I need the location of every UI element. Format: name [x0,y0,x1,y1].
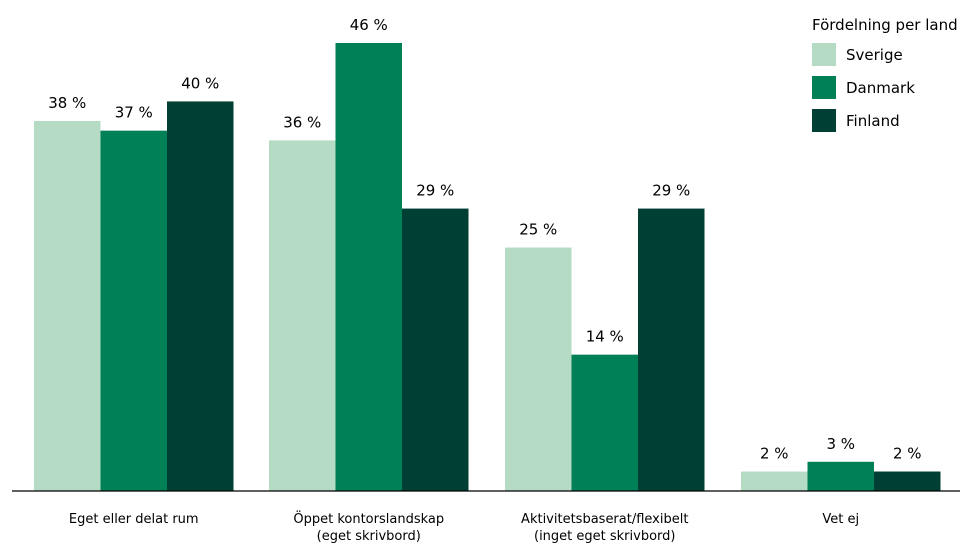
bar-finland-0 [167,101,234,492]
bar-danmark-2 [571,354,638,491]
value-label-sverige-0: 38 % [48,94,86,112]
legend: Fördelning per land Sverige Danmark Finlan… [812,16,958,132]
value-label-danmark-2: 14 % [586,328,624,346]
legend-swatch-sverige [812,43,836,66]
bar-finland-2 [638,208,705,491]
x-tick-label-2-line-0: Aktivitetsbaserat/flexibelt [521,512,688,527]
bar-sverige-0 [34,120,101,491]
legend-label-sverige: Sverige [846,46,903,64]
legend-label-danmark: Danmark [846,79,915,97]
legend-swatch-danmark [812,76,836,99]
bar-sverige-3 [741,471,808,491]
value-label-danmark-0: 37 % [115,104,153,122]
x-tick-label-1-line-0: Öppet kontorslandskap [293,510,444,527]
value-label-sverige-2: 25 % [519,221,557,239]
value-label-finland-2: 29 % [652,182,690,200]
value-label-finland-3: 2 % [893,445,922,463]
value-label-finland-0: 40 % [181,74,219,92]
legend-label-finland: Finland [846,112,900,130]
x-tick-label-1-line-1: (eget skrivbord) [317,529,421,544]
legend-swatch-finland [812,109,836,132]
legend-title: Fördelning per land [812,16,958,34]
value-label-danmark-3: 3 % [826,435,855,453]
x-tick-label-3-line-0: Vet ej [822,512,859,527]
value-label-finland-1: 29 % [416,182,454,200]
bar-sverige-1 [269,140,336,491]
bar-finland-3 [874,471,941,491]
bar-finland-1 [402,208,469,491]
value-label-sverige-3: 2 % [760,445,789,463]
bar-danmark-0 [100,130,167,491]
bar-danmark-1 [335,43,402,491]
value-label-sverige-1: 36 % [283,113,321,131]
x-tick-labels-layer: Eget eller delat rum Öppet kontorslandska… [69,510,859,544]
x-tick-label-0-line-0: Eget eller delat rum [69,512,199,527]
bar-danmark-3 [807,461,874,491]
bars-layer [34,43,941,492]
value-labels-layer: 38 % 36 % 25 % 2 % 37 % 46 % 14 % 3 % 40 % 29 % 29… [48,16,921,463]
bar-sverige-2 [505,247,572,491]
x-tick-label-2-line-1: (inget eget skrivbord) [534,529,675,544]
value-label-danmark-1: 46 % [350,16,388,34]
